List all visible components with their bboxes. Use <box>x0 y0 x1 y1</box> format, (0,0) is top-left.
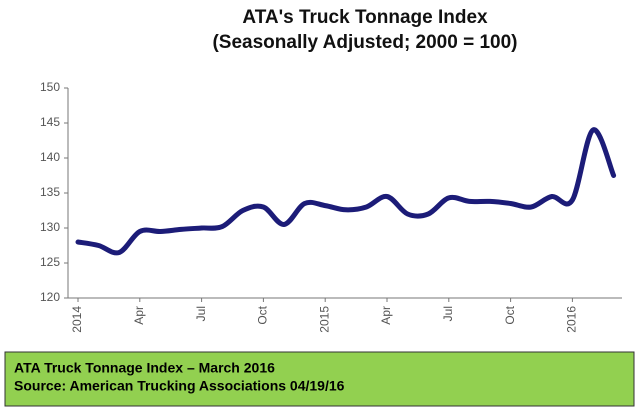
chart-subtitle: (Seasonally Adjusted; 2000 = 100) <box>212 32 517 53</box>
y-tick-label: 120 <box>40 290 60 304</box>
y-tick-label: 145 <box>40 115 60 129</box>
y-tick-label: 140 <box>40 150 60 164</box>
source-line: ATA Truck Tonnage Index – March 2016 <box>14 360 275 376</box>
x-tick-label: Apr <box>132 306 146 325</box>
chart-title: ATA's Truck Tonnage Index <box>242 7 488 28</box>
y-tick-label: 130 <box>40 220 60 234</box>
y-tick-label: 135 <box>40 185 60 199</box>
source-box <box>4 351 635 407</box>
x-tick-label: Oct <box>503 305 517 324</box>
x-tick-label: 2016 <box>565 306 579 333</box>
y-tick-label: 125 <box>40 255 60 269</box>
x-tick-label: 2014 <box>70 306 84 333</box>
x-tick-label: Jul <box>441 306 455 321</box>
x-tick-label: Oct <box>256 305 270 324</box>
data-line <box>75 127 617 256</box>
x-tick-label: Apr <box>379 306 393 325</box>
x-tick-label: 2015 <box>317 306 331 333</box>
x-tick-label: Jul <box>194 306 208 321</box>
source-line: Source: American Trucking Associations 0… <box>14 378 345 394</box>
y-tick-label: 150 <box>40 80 60 94</box>
